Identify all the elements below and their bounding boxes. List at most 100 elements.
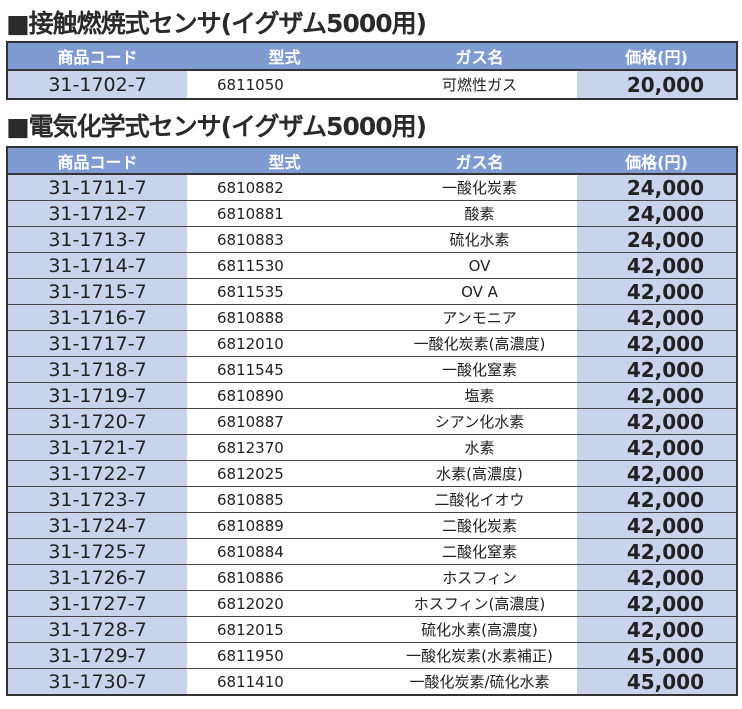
header-model: 型式 xyxy=(187,147,382,175)
price-cell: 42,000 xyxy=(577,252,737,279)
product-code-cell: 31-1702-7 xyxy=(7,70,187,100)
gas-name-cell: 一酸化炭素(水素補正) xyxy=(382,642,577,669)
gas-name-cell: 硫化水素 xyxy=(382,226,577,253)
table-row: 31-1727-7 6812020 ホスフィン(高濃度) 42,000 xyxy=(7,590,737,617)
header-price: 価格(円) xyxy=(577,147,737,175)
price-cell: 42,000 xyxy=(577,304,737,331)
table-row: 31-1720-7 6810887 シアン化水素 42,000 xyxy=(7,408,737,435)
gas-name-cell: 一酸化炭素(高濃度) xyxy=(382,330,577,357)
price-cell: 42,000 xyxy=(577,330,737,357)
section-title-electrochemical: ■電気化学式センサ(イグザム5000用) xyxy=(6,112,427,141)
gas-name-cell: OV A xyxy=(382,278,577,305)
price-cell: 42,000 xyxy=(577,408,737,435)
price-cell: 42,000 xyxy=(577,434,737,461)
section-title-catalytic: ■接触燃焼式センサ(イグザム5000用) xyxy=(6,9,427,38)
price-cell: 45,000 xyxy=(577,668,737,696)
model-cell: 6810889 xyxy=(187,512,382,539)
price-cell: 45,000 xyxy=(577,642,737,669)
table-row: 31-1723-7 6810885 二酸化イオウ 42,000 xyxy=(7,486,737,513)
gas-name-cell: 一酸化窒素 xyxy=(382,356,577,383)
table-row: 31-1714-7 6811530 OV 42,000 xyxy=(7,252,737,279)
table-row: 31-1729-7 6811950 一酸化炭素(水素補正) 45,000 xyxy=(7,642,737,669)
model-cell: 6810888 xyxy=(187,304,382,331)
gas-name-cell: 水素 xyxy=(382,434,577,461)
price-cell: 42,000 xyxy=(577,460,737,487)
product-code-cell: 31-1711-7 xyxy=(7,174,187,201)
model-cell: 6810887 xyxy=(187,408,382,435)
product-code-cell: 31-1728-7 xyxy=(7,616,187,643)
model-cell: 6810885 xyxy=(187,486,382,513)
model-cell: 6812010 xyxy=(187,330,382,357)
model-cell: 6810884 xyxy=(187,538,382,565)
table-row: 31-1725-7 6810884 二酸化窒素 42,000 xyxy=(7,538,737,565)
gas-name-cell: OV xyxy=(382,252,577,279)
product-code-cell: 31-1716-7 xyxy=(7,304,187,331)
price-cell: 42,000 xyxy=(577,538,737,565)
product-code-cell: 31-1726-7 xyxy=(7,564,187,591)
table-row: 31-1724-7 6810889 二酸化炭素 42,000 xyxy=(7,512,737,539)
product-code-cell: 31-1717-7 xyxy=(7,330,187,357)
gas-name-cell: 水素(高濃度) xyxy=(382,460,577,487)
model-cell: 6810881 xyxy=(187,200,382,227)
price-cell: 24,000 xyxy=(577,174,737,201)
gas-name-cell: 二酸化イオウ xyxy=(382,486,577,513)
gas-name-cell: 一酸化炭素 xyxy=(382,174,577,201)
price-cell: 42,000 xyxy=(577,356,737,383)
model-cell: 6811535 xyxy=(187,278,382,305)
product-code-cell: 31-1724-7 xyxy=(7,512,187,539)
product-code-cell: 31-1729-7 xyxy=(7,642,187,669)
price-cell: 20,000 xyxy=(577,70,737,100)
price-cell: 42,000 xyxy=(577,382,737,409)
header-model: 型式 xyxy=(187,42,382,71)
model-cell: 6811545 xyxy=(187,356,382,383)
gas-name-cell: 塩素 xyxy=(382,382,577,409)
gas-name-cell: ホスフィン(高濃度) xyxy=(382,590,577,617)
model-cell: 6812370 xyxy=(187,434,382,461)
price-cell: 24,000 xyxy=(577,226,737,253)
product-code-cell: 31-1719-7 xyxy=(7,382,187,409)
table-row: 31-1715-7 6811535 OV A 42,000 xyxy=(7,278,737,305)
table-row: 31-1726-7 6810886 ホスフィン 42,000 xyxy=(7,564,737,591)
gas-name-cell: シアン化水素 xyxy=(382,408,577,435)
model-cell: 6811530 xyxy=(187,252,382,279)
model-cell: 6811950 xyxy=(187,642,382,669)
table-row: 31-1728-7 6812015 硫化水素(高濃度) 42,000 xyxy=(7,616,737,643)
model-cell: 6812015 xyxy=(187,616,382,643)
header-product-code: 商品コード xyxy=(7,42,187,71)
table-row: 31-1712-7 6810881 酸素 24,000 xyxy=(7,200,737,227)
model-cell: 6811410 xyxy=(187,668,382,696)
model-cell: 6811050 xyxy=(187,70,382,100)
model-cell: 6812020 xyxy=(187,590,382,617)
table-row: 31-1702-7 6811050 可燃性ガス 20,000 xyxy=(7,70,737,100)
table-row: 31-1722-7 6812025 水素(高濃度) 42,000 xyxy=(7,460,737,487)
gas-name-cell: 二酸化窒素 xyxy=(382,538,577,565)
header-price: 価格(円) xyxy=(577,42,737,71)
table-row: 31-1721-7 6812370 水素 42,000 xyxy=(7,434,737,461)
product-code-cell: 31-1722-7 xyxy=(7,460,187,487)
model-cell: 6810886 xyxy=(187,564,382,591)
gas-name-cell: 一酸化炭素/硫化水素 xyxy=(382,668,577,696)
product-code-cell: 31-1723-7 xyxy=(7,486,187,513)
gas-name-cell: 酸素 xyxy=(382,200,577,227)
table-row: 31-1713-7 6810883 硫化水素 24,000 xyxy=(7,226,737,253)
price-cell: 24,000 xyxy=(577,200,737,227)
catalytic-sensor-table: 商品コード 型式 ガス名 価格(円) 31-1702-7 6811050 可燃性ガス… xyxy=(6,41,738,100)
electrochemical-sensor-table: 商品コード 型式 ガス名 価格(円) 31-1711-7 6810882 一酸化炭素… xyxy=(6,146,738,696)
gas-name-cell: 硫化水素(高濃度) xyxy=(382,616,577,643)
header-gas-name: ガス名 xyxy=(382,147,577,175)
header-gas-name: ガス名 xyxy=(382,42,577,71)
table-row: 31-1717-7 6812010 一酸化炭素(高濃度) 42,000 xyxy=(7,330,737,357)
product-code-cell: 31-1727-7 xyxy=(7,590,187,617)
gas-name-cell: 二酸化炭素 xyxy=(382,512,577,539)
table-row: 31-1719-7 6810890 塩素 42,000 xyxy=(7,382,737,409)
product-code-cell: 31-1712-7 xyxy=(7,200,187,227)
model-cell: 6810882 xyxy=(187,174,382,201)
model-cell: 6810883 xyxy=(187,226,382,253)
product-code-cell: 31-1720-7 xyxy=(7,408,187,435)
model-cell: 6812025 xyxy=(187,460,382,487)
price-cell: 42,000 xyxy=(577,486,737,513)
header-product-code: 商品コード xyxy=(7,147,187,175)
price-cell: 42,000 xyxy=(577,616,737,643)
price-cell: 42,000 xyxy=(577,512,737,539)
gas-name-cell: アンモニア xyxy=(382,304,577,331)
